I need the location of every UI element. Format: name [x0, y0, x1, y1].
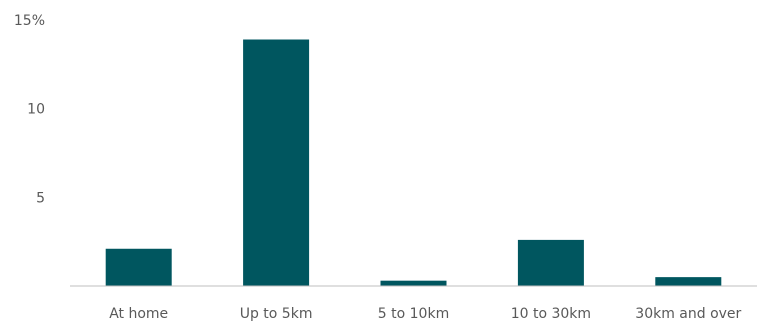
x-tick-label: 10 to 30km	[511, 306, 591, 322]
x-axis-labels: At home Up to 5km 5 to 10km 10 to 30km 30km …	[109, 306, 741, 322]
bars-group	[105, 39, 722, 286]
y-tick-label: 5	[36, 190, 45, 206]
x-tick-label: 30km and over	[635, 306, 741, 322]
y-axis-ticks: 5 10 15%	[14, 13, 45, 206]
bar	[655, 277, 722, 286]
y-tick-label: 15%	[14, 13, 45, 29]
bar	[517, 239, 584, 286]
x-tick-label: 5 to 10km	[378, 306, 449, 322]
y-tick-label: 10	[27, 102, 45, 118]
bar	[380, 280, 447, 286]
x-tick-label: Up to 5km	[240, 306, 313, 322]
x-tick-label: At home	[109, 306, 168, 322]
bar	[105, 248, 172, 286]
bar	[243, 39, 310, 286]
